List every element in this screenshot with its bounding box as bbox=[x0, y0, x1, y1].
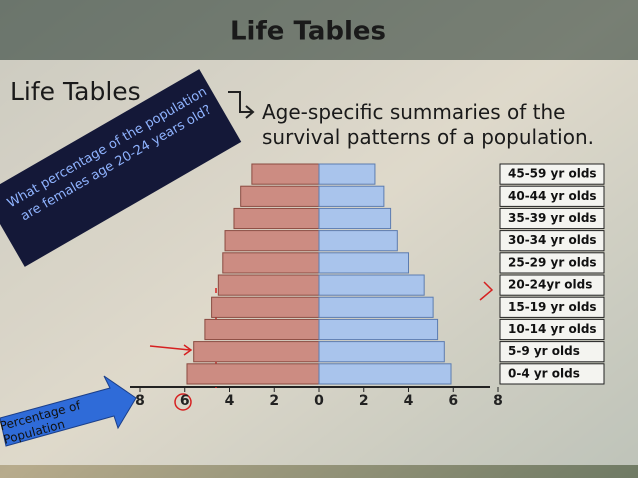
bar bbox=[251, 163, 320, 185]
bar bbox=[318, 363, 452, 385]
category-box bbox=[499, 230, 605, 252]
category-box bbox=[499, 185, 605, 207]
bar bbox=[318, 230, 398, 252]
x-tick-label: 8 bbox=[493, 393, 503, 409]
category-box bbox=[499, 163, 605, 185]
bar bbox=[233, 207, 320, 230]
bar bbox=[318, 318, 439, 341]
category-box bbox=[499, 341, 605, 363]
bar bbox=[318, 185, 385, 207]
category-label: 35-39 yr olds bbox=[508, 211, 597, 225]
arrow bbox=[228, 91, 255, 119]
category-label: 0-4 yr olds bbox=[508, 366, 580, 380]
category-label: 45-59 yr olds bbox=[508, 167, 597, 181]
bar bbox=[224, 230, 320, 252]
x-tick-label: 8 bbox=[135, 393, 145, 409]
xlabel-arrow bbox=[0, 375, 137, 447]
category-label: 30-34 yr olds bbox=[508, 233, 597, 247]
x-tick-label: 4 bbox=[225, 393, 235, 409]
category-label: 5-9 yr olds bbox=[508, 344, 580, 358]
bar bbox=[211, 296, 320, 318]
title-bar bbox=[0, 0, 638, 60]
category-box bbox=[499, 296, 605, 318]
bar bbox=[217, 274, 320, 296]
category-label: 25-29 yr olds bbox=[508, 255, 597, 269]
bar bbox=[318, 296, 434, 318]
bar bbox=[318, 252, 409, 274]
category-box bbox=[499, 318, 605, 341]
bar bbox=[240, 185, 320, 207]
handwritten-arrows bbox=[149, 281, 494, 356]
category-label: 20-24yr olds bbox=[508, 278, 592, 292]
bar bbox=[318, 274, 425, 296]
x-tick-label: 0 bbox=[314, 393, 324, 409]
category-label: 15-19 yr olds bbox=[508, 300, 597, 314]
question-box bbox=[0, 69, 242, 267]
subtitle: Age-specific summaries of the survival p… bbox=[262, 100, 595, 149]
category-label: 10-14 yr olds bbox=[508, 322, 597, 336]
handwritten-circle bbox=[174, 393, 192, 411]
bar bbox=[186, 363, 320, 385]
x-tick-label: 4 bbox=[404, 393, 414, 409]
category-box bbox=[499, 252, 605, 274]
category-box bbox=[499, 207, 605, 230]
x-tick-label: 2 bbox=[269, 393, 279, 409]
x-tick-label: 6 bbox=[180, 393, 190, 409]
category-label: 40-44 yr olds bbox=[508, 189, 597, 203]
bar bbox=[318, 341, 445, 363]
bar bbox=[318, 163, 376, 185]
question-bg bbox=[0, 69, 242, 267]
bar bbox=[222, 252, 320, 274]
bar bbox=[318, 207, 392, 230]
heading: Life Tables bbox=[10, 77, 141, 106]
bar bbox=[204, 318, 320, 341]
bar bbox=[193, 341, 320, 363]
x-tick-label: 6 bbox=[448, 393, 458, 409]
x-tick-label: 2 bbox=[359, 393, 369, 409]
category-box bbox=[499, 363, 605, 385]
chart-title: Life Tables bbox=[230, 17, 386, 47]
category-box bbox=[499, 274, 605, 296]
